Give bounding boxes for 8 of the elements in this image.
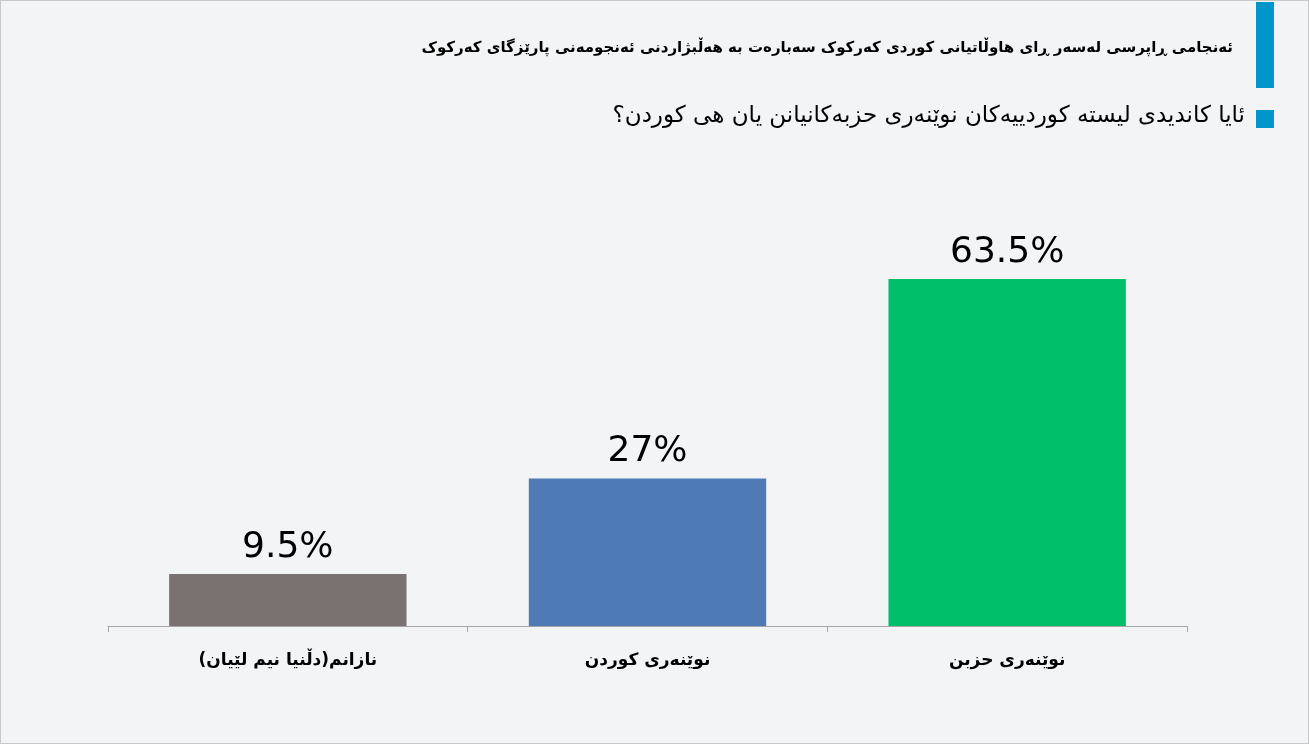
data-label: 9.5%	[242, 523, 334, 565]
x-tick-label: نوێنەری حزبن	[948, 648, 1066, 670]
x-tick-label: نوێنەری کوردن	[584, 648, 711, 670]
chart-title: ئەنجامی ڕاپرسی لەسەر ڕای هاوڵاتیانی کوردی کەرکوک سەبارەت بە هەڵبژاردنی ئەنجومەنی پارێزگای کەرکوک	[421, 38, 1233, 56]
data-label: 27%	[607, 427, 688, 469]
x-tick-label: نازانم(دڵنیا نیم لێیان)	[198, 647, 378, 669]
data-label: 63.5%	[949, 228, 1065, 270]
chart-subtitle: ئایا کاندیدی لیستە کوردییەکان نوێنەری حزبەکانیانن یان هی کوردن؟	[612, 101, 1245, 127]
